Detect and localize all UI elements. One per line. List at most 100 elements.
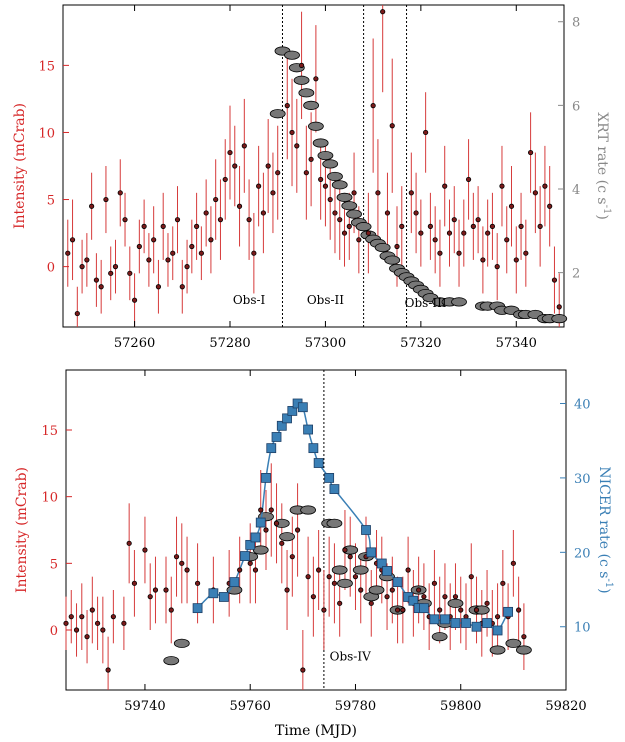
data-point — [389, 123, 395, 129]
data-point — [494, 614, 501, 620]
data-point — [251, 250, 257, 256]
bottom-panel: 59740 59760 59780 59800 5982005101510203040 … — [14, 369, 614, 739]
data-point — [400, 607, 406, 613]
y-left-tick-label: 15 — [41, 424, 58, 439]
nicer-point — [440, 614, 450, 625]
y-right-tick-label: 30 — [574, 472, 591, 487]
data-point — [305, 574, 311, 580]
data-point — [184, 264, 190, 270]
data-point — [237, 567, 243, 573]
data-point — [252, 567, 259, 573]
data-point — [473, 607, 480, 613]
data-point — [421, 594, 427, 600]
data-point — [480, 257, 486, 263]
bottom-axis-ticks: 59740 59760 59780 59800 59820 0 5 10 15 10 20 30 40 — [41, 370, 591, 714]
data-point — [547, 203, 553, 209]
data-point — [147, 594, 153, 600]
xrt-point — [303, 100, 320, 110]
nicer-point — [492, 625, 503, 636]
data-point — [500, 580, 506, 586]
nicer-point — [245, 539, 256, 550]
data-point — [356, 237, 362, 243]
data-point — [142, 547, 148, 553]
data-point — [69, 237, 76, 243]
y-right-tick-label: 10 — [574, 621, 591, 636]
nicer-point — [324, 473, 335, 483]
nicer-point — [266, 443, 277, 454]
data-point — [198, 250, 204, 256]
data-point — [318, 176, 324, 183]
nicer-point — [250, 532, 261, 543]
data-point — [155, 284, 162, 290]
data-point — [131, 297, 138, 303]
data-point — [352, 574, 359, 580]
y-right-tick-label: 6 — [572, 99, 580, 114]
data-point — [98, 284, 104, 290]
y-left-tick-label: 15 — [38, 59, 55, 74]
bottom-x-axis-title: Time (MJD) — [275, 723, 357, 739]
data-point — [108, 270, 114, 276]
data-point — [322, 183, 329, 189]
x-tick-label: 57300 — [305, 336, 346, 351]
data-point — [413, 210, 419, 216]
xrt-point — [447, 598, 464, 608]
data-point — [384, 594, 390, 600]
bottom-errorbars — [65, 463, 525, 690]
data-point — [310, 594, 316, 600]
xrt-point — [352, 565, 369, 575]
y-right-tick-label: 8 — [572, 16, 580, 31]
data-point — [110, 614, 116, 620]
nicer-point — [418, 603, 429, 614]
data-point — [451, 217, 457, 223]
xrt-point — [431, 632, 448, 642]
data-point — [300, 667, 306, 673]
data-point — [465, 176, 472, 183]
data-point — [122, 217, 128, 223]
xrt-point — [173, 638, 190, 648]
nicer-point — [450, 618, 461, 628]
data-point — [126, 540, 132, 546]
data-point — [275, 170, 281, 176]
data-point — [523, 250, 529, 256]
y-left-tick-label: 0 — [47, 261, 55, 276]
data-point — [518, 223, 524, 229]
data-point — [303, 170, 309, 176]
y-left-tick-label: 0 — [50, 624, 58, 639]
data-point — [527, 149, 534, 156]
data-point — [260, 210, 266, 216]
data-point — [65, 250, 71, 256]
data-point — [437, 250, 443, 256]
data-point — [258, 507, 264, 513]
data-point — [217, 217, 224, 223]
data-point — [458, 607, 464, 613]
data-point — [232, 163, 238, 169]
data-point — [246, 217, 252, 223]
data-point — [542, 183, 548, 189]
data-point — [93, 277, 100, 283]
nicer-point — [392, 577, 403, 587]
xrt-point — [252, 545, 269, 555]
x-tick-label: 59760 — [230, 699, 271, 714]
data-point — [294, 143, 300, 149]
nicer-point — [192, 603, 203, 614]
data-point — [227, 149, 233, 156]
xrt-point — [341, 201, 358, 211]
data-point — [423, 129, 429, 136]
data-point — [380, 9, 386, 15]
data-point — [452, 594, 459, 600]
y-right-tick-label: 2 — [572, 267, 580, 282]
nicer-point — [482, 618, 492, 628]
data-point — [337, 600, 343, 606]
data-point — [416, 587, 422, 593]
data-point — [236, 203, 243, 209]
data-point — [289, 554, 295, 560]
data-point — [470, 223, 476, 229]
data-point — [427, 223, 433, 229]
bottom-left-axis-title: Intensity (mCrab) — [14, 467, 30, 593]
nicer-point — [503, 606, 514, 617]
nicer-point — [240, 551, 250, 561]
data-point — [516, 607, 522, 613]
top-plot-frame — [62, 4, 565, 328]
top-errorbars — [67, 5, 560, 327]
nicer-point — [282, 413, 292, 424]
